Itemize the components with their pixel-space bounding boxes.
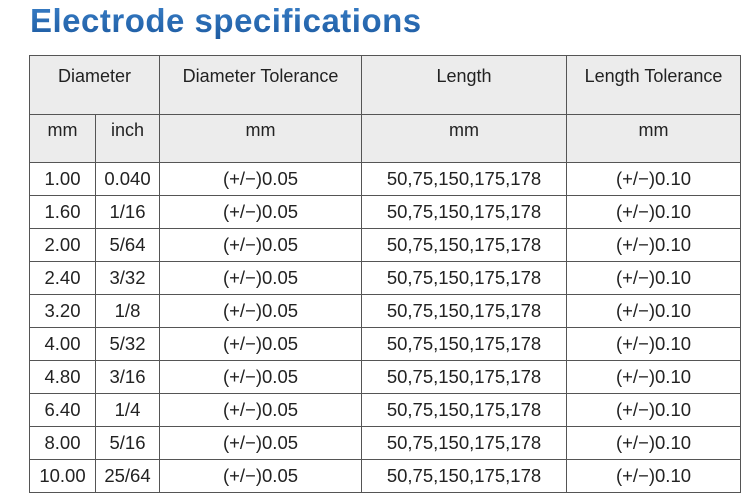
electrode-spec-table: Diameter Diameter Tolerance Length Lengt… xyxy=(29,55,741,493)
table-row: 10.00 25/64 (+/−)0.05 50,75,150,175,178 (+/−… xyxy=(29,459,741,493)
cell-diameter-mm: 8.00 xyxy=(29,426,96,460)
header-length-tolerance: Length Tolerance xyxy=(566,55,741,115)
unit-row: mm inch mm mm mm xyxy=(29,114,741,163)
page-title: Electrode specifications xyxy=(30,2,422,39)
unit-length-tolerance: mm xyxy=(566,114,741,163)
table-row: 3.20 1/8 (+/−)0.05 50,75,150,175,178 (+/−)0.… xyxy=(29,294,741,328)
cell-length: 50,75,150,175,178 xyxy=(361,426,567,460)
cell-diameter-tolerance: (+/−)0.05 xyxy=(159,327,362,361)
cell-diameter-tolerance: (+/−)0.05 xyxy=(159,426,362,460)
cell-length-tolerance: (+/−)0.10 xyxy=(566,261,741,295)
cell-diameter-tolerance: (+/−)0.05 xyxy=(159,360,362,394)
cell-diameter-mm: 6.40 xyxy=(29,393,96,427)
cell-diameter-mm: 4.80 xyxy=(29,360,96,394)
cell-diameter-inch: 5/16 xyxy=(95,426,160,460)
cell-length-tolerance: (+/−)0.10 xyxy=(566,162,741,196)
cell-length: 50,75,150,175,178 xyxy=(361,459,567,493)
header-row: Diameter Diameter Tolerance Length Lengt… xyxy=(29,55,741,115)
cell-diameter-mm: 3.20 xyxy=(29,294,96,328)
cell-length: 50,75,150,175,178 xyxy=(361,261,567,295)
unit-diameter-inch: inch xyxy=(95,114,160,163)
unit-length: mm xyxy=(361,114,567,163)
cell-diameter-tolerance: (+/−)0.05 xyxy=(159,261,362,295)
cell-length: 50,75,150,175,178 xyxy=(361,228,567,262)
cell-diameter-mm: 2.00 xyxy=(29,228,96,262)
cell-length-tolerance: (+/−)0.10 xyxy=(566,459,741,493)
table-row: 4.80 3/16 (+/−)0.05 50,75,150,175,178 (+/−)0… xyxy=(29,360,741,394)
cell-diameter-tolerance: (+/−)0.05 xyxy=(159,195,362,229)
cell-diameter-inch: 1/4 xyxy=(95,393,160,427)
unit-diameter-mm: mm xyxy=(29,114,96,163)
table-row: 2.40 3/32 (+/−)0.05 50,75,150,175,178 (+/−)0… xyxy=(29,261,741,295)
cell-length: 50,75,150,175,178 xyxy=(361,360,567,394)
cell-length: 50,75,150,175,178 xyxy=(361,195,567,229)
cell-diameter-mm: 1.60 xyxy=(29,195,96,229)
cell-diameter-inch: 1/8 xyxy=(95,294,160,328)
header-diameter-tolerance: Diameter Tolerance xyxy=(159,55,362,115)
cell-length-tolerance: (+/−)0.10 xyxy=(566,195,741,229)
cell-diameter-mm: 1.00 xyxy=(29,162,96,196)
table-row: 8.00 5/16 (+/−)0.05 50,75,150,175,178 (+/−)0… xyxy=(29,426,741,460)
table-row: 6.40 1/4 (+/−)0.05 50,75,150,175,178 (+/−)0.… xyxy=(29,393,741,427)
cell-length: 50,75,150,175,178 xyxy=(361,393,567,427)
table-row: 1.60 1/16 (+/−)0.05 50,75,150,175,178 (+/−)0… xyxy=(29,195,741,229)
cell-length-tolerance: (+/−)0.10 xyxy=(566,426,741,460)
cell-length: 50,75,150,175,178 xyxy=(361,327,567,361)
cell-length-tolerance: (+/−)0.10 xyxy=(566,327,741,361)
header-diameter: Diameter xyxy=(29,55,160,115)
cell-length-tolerance: (+/−)0.10 xyxy=(566,294,741,328)
cell-diameter-mm: 4.00 xyxy=(29,327,96,361)
cell-diameter-tolerance: (+/−)0.05 xyxy=(159,459,362,493)
cell-length-tolerance: (+/−)0.10 xyxy=(566,228,741,262)
cell-diameter-inch: 3/16 xyxy=(95,360,160,394)
cell-diameter-mm: 2.40 xyxy=(29,261,96,295)
table-row: 2.00 5/64 (+/−)0.05 50,75,150,175,178 (+/−)0… xyxy=(29,228,741,262)
cell-diameter-tolerance: (+/−)0.05 xyxy=(159,294,362,328)
cell-diameter-tolerance: (+/−)0.05 xyxy=(159,228,362,262)
table-row: 4.00 5/32 (+/−)0.05 50,75,150,175,178 (+/−)0… xyxy=(29,327,741,361)
cell-diameter-tolerance: (+/−)0.05 xyxy=(159,393,362,427)
cell-diameter-mm: 10.00 xyxy=(29,459,96,493)
cell-length: 50,75,150,175,178 xyxy=(361,294,567,328)
cell-diameter-inch: 25/64 xyxy=(95,459,160,493)
cell-diameter-inch: 5/32 xyxy=(95,327,160,361)
cell-diameter-inch: 5/64 xyxy=(95,228,160,262)
table-row: 1.00 0.040 (+/−)0.05 50,75,150,175,178 (+/−)… xyxy=(29,162,741,196)
cell-diameter-inch: 3/32 xyxy=(95,261,160,295)
cell-diameter-inch: 0.040 xyxy=(95,162,160,196)
cell-diameter-tolerance: (+/−)0.05 xyxy=(159,162,362,196)
cell-diameter-inch: 1/16 xyxy=(95,195,160,229)
unit-diameter-tolerance: mm xyxy=(159,114,362,163)
cell-length-tolerance: (+/−)0.10 xyxy=(566,360,741,394)
header-length: Length xyxy=(361,55,567,115)
cell-length-tolerance: (+/−)0.10 xyxy=(566,393,741,427)
cell-length: 50,75,150,175,178 xyxy=(361,162,567,196)
